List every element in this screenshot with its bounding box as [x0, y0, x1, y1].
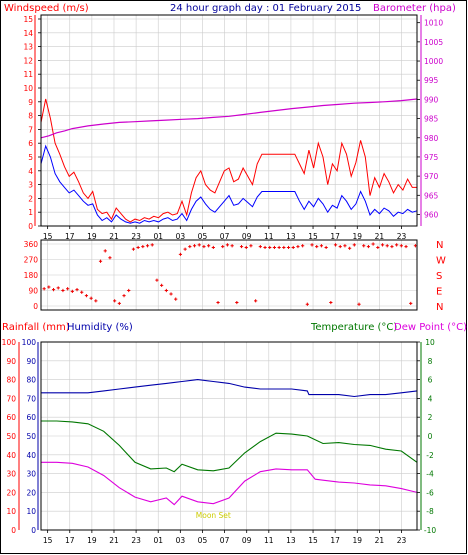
wind-y-tick-label: 9	[28, 98, 33, 107]
rainfall-y-tick-label: 0	[11, 526, 16, 535]
wind-y-tick-label: 5	[28, 153, 33, 162]
temperature-y-tick-label: 4	[428, 394, 433, 403]
humidity-y-tick-label: 70	[26, 394, 36, 403]
wind-y-tick-label: 10	[23, 84, 33, 93]
windspeed-axis-label: Windspeed (m/s)	[4, 3, 89, 14]
humidity-y-tick-label: 30	[26, 470, 36, 479]
direction-y-tick-label: 180	[24, 271, 39, 280]
dewpoint-axis-label: Dew Point (°C)	[394, 322, 467, 333]
graph-title: 24 hour graph day : 01 February 2015	[170, 3, 361, 14]
barometer-y-tick-label: 960	[424, 210, 439, 219]
direction-compass-label: E	[436, 287, 442, 298]
temperature-y-tick-label: -2	[426, 451, 434, 460]
temp-x-tick-label: 19	[353, 536, 363, 545]
direction-y-tick-label: 360	[24, 240, 39, 249]
temperature-y-tick-label: -6	[426, 488, 434, 497]
direction-compass-label: W	[436, 256, 446, 267]
rainfall-y-tick-label: 50	[6, 432, 16, 441]
temp-x-tick-label: 17	[330, 536, 340, 545]
humidity-y-tick-label: 0	[31, 526, 36, 535]
temperature-y-tick-label: -8	[426, 507, 434, 516]
temperature-y-tick-label: 10	[425, 338, 435, 347]
temp-x-tick-label: 15	[308, 536, 318, 545]
wind-y-tick-label: 3	[28, 181, 33, 190]
temp-x-tick-label: 23	[131, 536, 141, 545]
barometer-axis-label: Barometer (hpa)	[373, 3, 456, 14]
wind-y-tick-label: 2	[28, 194, 33, 203]
barometer-y-tick-label: 990	[424, 95, 439, 104]
rainfall-y-tick-label: 40	[6, 451, 16, 460]
rainfall-axis-label: Rainfall (mm)	[2, 322, 70, 333]
rainfall-y-tick-label: 80	[6, 376, 16, 385]
temp-x-tick-label: 19	[87, 536, 97, 545]
temperature-y-tick-label: 0	[428, 432, 433, 441]
direction-y-tick-label: 270	[24, 256, 39, 265]
humidity-y-tick-label: 20	[26, 488, 36, 497]
rainfall-y-tick-label: 60	[6, 413, 16, 422]
wind-y-tick-label: 12	[23, 56, 33, 65]
humidity-y-tick-label: 100	[22, 338, 37, 347]
temp-x-tick-label: 05	[198, 536, 208, 545]
barometer-y-tick-label: 965	[424, 191, 439, 200]
temp-x-tick-label: 13	[286, 536, 296, 545]
temp-x-tick-label: 11	[264, 536, 274, 545]
direction-compass-label: N	[436, 302, 443, 313]
temp-x-tick-label: 09	[242, 536, 252, 545]
temperature-y-tick-label: 2	[428, 413, 433, 422]
wind-y-tick-label: 6	[28, 139, 33, 148]
rainfall-y-tick-label: 100	[2, 338, 17, 347]
barometer-y-tick-label: 975	[424, 153, 439, 162]
temp-x-tick-label: 21	[109, 536, 119, 545]
humidity-y-tick-label: 90	[26, 357, 36, 366]
humidity-axis-label: Humidity (%)	[67, 322, 133, 333]
barometer-y-tick-label: 980	[424, 134, 439, 143]
humidity-y-tick-label: 10	[26, 507, 36, 516]
humidity-y-tick-label: 40	[26, 451, 36, 460]
wind-y-tick-label: 8	[28, 112, 33, 121]
temp-x-tick-label: 23	[397, 536, 407, 545]
barometer-y-tick-label: 1010	[424, 19, 443, 28]
barometer-y-tick-label: 995	[424, 76, 439, 85]
direction-y-tick-label: 90	[28, 287, 38, 296]
wind-y-tick-label: 15	[23, 15, 33, 24]
temperature-y-tick-label: -4	[426, 470, 434, 479]
rainfall-y-tick-label: 10	[6, 507, 16, 516]
humidity-y-tick-label: 60	[26, 413, 36, 422]
temperature-axis-label: Temperature (°C)	[310, 322, 397, 333]
rainfall-y-tick-label: 70	[6, 394, 16, 403]
moon-set-annotation: Moon Set	[196, 511, 231, 520]
direction-y-tick-label: 0	[33, 302, 38, 311]
humidity-y-tick-label: 80	[26, 376, 36, 385]
temp-x-tick-label: 07	[220, 536, 230, 545]
rainfall-y-tick-label: 20	[6, 488, 16, 497]
temp-x-tick-label: 17	[65, 536, 75, 545]
humidity-y-tick-label: 50	[26, 432, 36, 441]
temp-x-tick-label: 15	[43, 536, 53, 545]
wind-y-tick-label: 11	[23, 70, 33, 79]
temp-x-tick-label: 01	[153, 536, 163, 545]
rainfall-y-tick-label: 30	[6, 470, 16, 479]
temperature-y-tick-label: 8	[428, 357, 433, 366]
direction-compass-label: S	[436, 271, 442, 282]
wind-y-tick-label: 0	[28, 222, 33, 231]
direction-compass-label: N	[436, 240, 443, 251]
barometer-y-tick-label: 1000	[424, 57, 443, 66]
wind-y-tick-label: 7	[28, 125, 33, 134]
wind-y-tick-label: 13	[23, 43, 33, 52]
temperature-y-tick-label: 6	[428, 376, 433, 385]
barometer-y-tick-label: 1005	[424, 38, 443, 47]
rainfall-y-tick-label: 90	[6, 357, 16, 366]
wind-y-tick-label: 4	[28, 167, 33, 176]
temperature-y-tick-label: -10	[424, 526, 436, 535]
wind-y-tick-label: 1	[28, 208, 33, 217]
barometer-y-tick-label: 985	[424, 115, 439, 124]
wind-y-tick-label: 14	[23, 29, 33, 38]
temp-x-tick-label: 21	[375, 536, 385, 545]
temp-x-tick-label: 03	[176, 536, 186, 545]
barometer-y-tick-label: 970	[424, 172, 439, 181]
